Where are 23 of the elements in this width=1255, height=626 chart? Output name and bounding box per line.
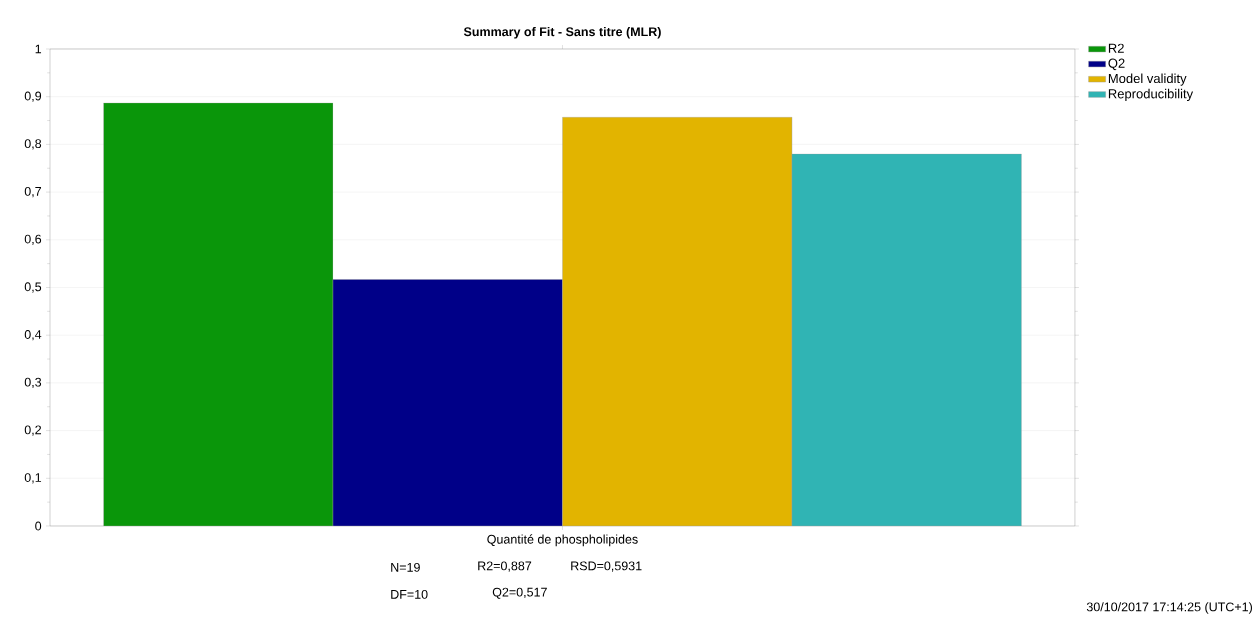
text: DF=10 bbox=[391, 589, 428, 599]
text: R2=0,887 bbox=[478, 561, 532, 572]
x-tick-label: Quantité de phospholipides bbox=[487, 534, 638, 547]
legend-label: Model validity bbox=[1108, 73, 1187, 86]
y-tick-label: 0,6 bbox=[24, 234, 42, 245]
legend-label: Q2 bbox=[1108, 58, 1125, 71]
legend-label: R2 bbox=[1108, 43, 1124, 53]
y-tick-label: 0,5 bbox=[24, 282, 42, 293]
text: Q2=0,517 bbox=[492, 587, 547, 599]
text: 30/10/2017 17:14:25 (UTC+1) bbox=[1086, 602, 1252, 614]
chart-title: Summary of Fit - Sans titre (MLR) bbox=[463, 26, 661, 39]
y-tick-label: 0,1 bbox=[24, 473, 42, 484]
y-tick-label: 0,7 bbox=[24, 186, 42, 198]
y-tick-label: 0 bbox=[35, 521, 42, 531]
y-tick-label: 0,3 bbox=[24, 377, 42, 389]
y-tick-label: 0,2 bbox=[24, 425, 42, 436]
legend-label: Reproducibility bbox=[1108, 88, 1194, 101]
text: N=19 bbox=[391, 562, 420, 572]
y-tick-label: 1 bbox=[35, 44, 42, 54]
text: RSD=0,5931 bbox=[571, 561, 642, 572]
y-tick-label: 0,4 bbox=[24, 330, 42, 341]
y-tick-label: 0,9 bbox=[24, 91, 42, 102]
y-tick-label: 0,8 bbox=[24, 139, 42, 150]
